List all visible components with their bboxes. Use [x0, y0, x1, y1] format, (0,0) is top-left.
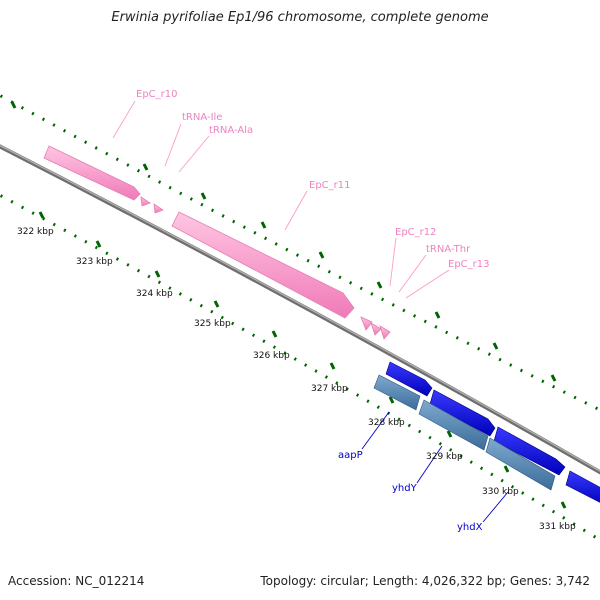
- rna-feature-EpC_r13[interactable]: [379, 325, 391, 340]
- gene-label: yhdY: [392, 483, 418, 494]
- cds-forward-2[interactable]: [429, 389, 496, 437]
- genome-summary-text: Topology: circular; Length: 4,026,322 bp…: [260, 574, 590, 588]
- rna-label: tRNA-Ile: [182, 112, 222, 123]
- accession-text: Accession: NC_012214: [8, 574, 145, 588]
- genome-backbone: [0, 144, 600, 475]
- forward-cds-features: [385, 361, 600, 505]
- cds-forward-4[interactable]: [565, 470, 600, 505]
- rna-label: EpC_r10: [136, 89, 177, 100]
- rna-label: EpC_r13: [448, 259, 489, 270]
- tick-label: 329 kbp: [426, 452, 463, 462]
- tick-label: 323 kbp: [76, 257, 113, 267]
- reverse-cds-features: [373, 374, 556, 491]
- map-title: Erwinia pyrifoliae Ep1/96 chromosome, co…: [111, 10, 489, 25]
- rna-feature-tRNA-Ala[interactable]: [153, 203, 164, 214]
- cds-reverse-aapP[interactable]: [373, 374, 421, 411]
- tick-label: 331 kbp: [539, 522, 576, 532]
- gene-label-leaders: [361, 411, 509, 523]
- rna-feature-EpC_r12[interactable]: [360, 316, 373, 331]
- tick-label: 325 kbp: [194, 319, 231, 329]
- tick-label: 324 kbp: [136, 289, 173, 299]
- rna-label: tRNA-Thr: [426, 244, 471, 255]
- rna-feature-EpC_r11[interactable]: [171, 211, 355, 319]
- inner-major-ticks: [38, 211, 567, 509]
- tick-label: 327 kbp: [311, 384, 348, 394]
- cds-reverse-yhdX[interactable]: [485, 437, 556, 491]
- gene-label: aapP: [338, 450, 363, 461]
- rna-label: tRNA-Ala: [209, 125, 253, 136]
- cds-forward-3[interactable]: [493, 426, 566, 476]
- rna-label: EpC_r12: [395, 227, 436, 238]
- outer-major-ticks: [10, 101, 557, 382]
- tick-label: 326 kbp: [253, 351, 290, 361]
- rna-feature-tRNA-Ile[interactable]: [140, 196, 151, 207]
- tick-label: 322 kbp: [17, 227, 54, 237]
- cds-reverse-yhdY[interactable]: [418, 399, 489, 451]
- tick-label: 328 kbp: [368, 418, 405, 428]
- rna-features: [43, 145, 391, 340]
- outer-tick-track: [0, 93, 600, 412]
- rna-feature-tRNA-Thr[interactable]: [370, 322, 382, 336]
- tick-label: 330 kbp: [482, 487, 519, 497]
- rna-feature-EpC_r10[interactable]: [43, 145, 141, 201]
- rna-label: EpC_r11: [309, 180, 350, 191]
- cds-forward-1[interactable]: [385, 361, 433, 397]
- inner-tick-track: [0, 193, 600, 542]
- rna-label-leaders: [112, 100, 450, 299]
- gene-label: yhdX: [457, 522, 483, 533]
